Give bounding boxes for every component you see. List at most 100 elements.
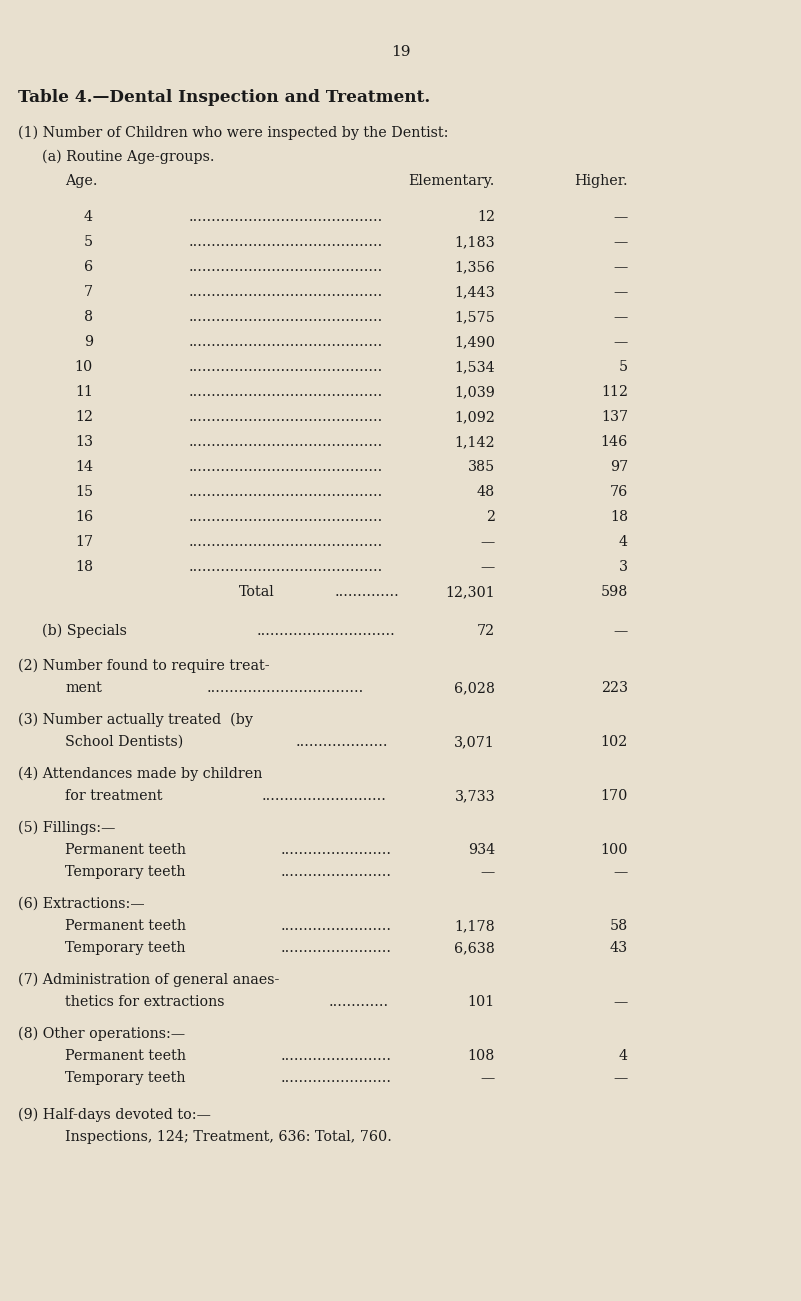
- Text: —: —: [481, 1071, 495, 1085]
- Text: 7: 7: [84, 285, 93, 299]
- Text: 1,534: 1,534: [454, 360, 495, 373]
- Text: 170: 170: [601, 788, 628, 803]
- Text: ..........................................: ........................................…: [188, 485, 383, 500]
- Text: 2: 2: [486, 510, 495, 524]
- Text: 6,638: 6,638: [454, 941, 495, 955]
- Text: 1,183: 1,183: [454, 235, 495, 248]
- Text: 10: 10: [74, 360, 93, 373]
- Text: Temporary teeth: Temporary teeth: [65, 1071, 186, 1085]
- Text: ..........................................: ........................................…: [188, 535, 383, 549]
- Text: (1) Number of Children who were inspected by the Dentist:: (1) Number of Children who were inspecte…: [18, 126, 449, 141]
- Text: 112: 112: [601, 385, 628, 399]
- Text: ........................: ........................: [281, 1071, 392, 1085]
- Text: —: —: [614, 209, 628, 224]
- Text: ..........................................: ........................................…: [188, 285, 383, 299]
- Text: 6: 6: [84, 260, 93, 275]
- Text: 8: 8: [84, 310, 93, 324]
- Text: 11: 11: [75, 385, 93, 399]
- Text: ........................: ........................: [281, 919, 392, 933]
- Text: ..............: ..............: [335, 585, 400, 598]
- Text: —: —: [614, 865, 628, 879]
- Text: ..........................................: ........................................…: [188, 310, 383, 324]
- Text: —: —: [481, 535, 495, 549]
- Text: ..............................: ..............................: [256, 624, 395, 637]
- Text: Elementary.: Elementary.: [409, 174, 495, 189]
- Text: 1,490: 1,490: [454, 334, 495, 349]
- Text: 146: 146: [601, 435, 628, 449]
- Text: 1,356: 1,356: [454, 260, 495, 275]
- Text: (b) Specials: (b) Specials: [42, 623, 127, 639]
- Text: 5: 5: [619, 360, 628, 373]
- Text: Table 4.—Dental Inspection and Treatment.: Table 4.—Dental Inspection and Treatment…: [18, 88, 430, 105]
- Text: 12: 12: [477, 209, 495, 224]
- Text: Permanent teeth: Permanent teeth: [65, 919, 186, 933]
- Text: 1,092: 1,092: [454, 410, 495, 424]
- Text: ..........................................: ........................................…: [188, 410, 383, 424]
- Text: (2) Number found to require treat-: (2) Number found to require treat-: [18, 658, 270, 673]
- Text: 18: 18: [74, 559, 93, 574]
- Text: 3,733: 3,733: [454, 788, 495, 803]
- Text: Permanent teeth: Permanent teeth: [65, 1049, 186, 1063]
- Text: 3: 3: [619, 559, 628, 574]
- Text: ........................: ........................: [281, 1049, 392, 1063]
- Text: School Dentists): School Dentists): [65, 735, 183, 749]
- Text: 1,443: 1,443: [454, 285, 495, 299]
- Text: 1,178: 1,178: [454, 919, 495, 933]
- Text: ........................: ........................: [281, 865, 392, 879]
- Text: —: —: [614, 995, 628, 1010]
- Text: ..........................................: ........................................…: [188, 334, 383, 349]
- Text: (6) Extractions:—: (6) Extractions:—: [18, 896, 145, 911]
- Text: ........................: ........................: [281, 941, 392, 955]
- Text: for treatment: for treatment: [65, 788, 163, 803]
- Text: 72: 72: [477, 624, 495, 637]
- Text: Higher.: Higher.: [574, 174, 628, 189]
- Text: .............: .............: [329, 995, 389, 1010]
- Text: Temporary teeth: Temporary teeth: [65, 941, 186, 955]
- Text: Total: Total: [239, 585, 275, 598]
- Text: —: —: [614, 624, 628, 637]
- Text: ..........................................: ........................................…: [188, 235, 383, 248]
- Text: ..........................................: ........................................…: [188, 209, 383, 224]
- Text: ..................................: ..................................: [207, 680, 364, 695]
- Text: 223: 223: [601, 680, 628, 695]
- Text: ..........................................: ........................................…: [188, 385, 383, 399]
- Text: (3) Number actually treated  (by: (3) Number actually treated (by: [18, 713, 253, 727]
- Text: 3,071: 3,071: [454, 735, 495, 749]
- Text: (8) Other operations:—: (8) Other operations:—: [18, 1026, 185, 1041]
- Text: 1,142: 1,142: [454, 435, 495, 449]
- Text: 102: 102: [601, 735, 628, 749]
- Text: 13: 13: [75, 435, 93, 449]
- Text: ..........................................: ........................................…: [188, 435, 383, 449]
- Text: ....................: ....................: [296, 735, 388, 749]
- Text: —: —: [614, 260, 628, 275]
- Text: 58: 58: [610, 919, 628, 933]
- Text: 15: 15: [74, 485, 93, 500]
- Text: —: —: [614, 235, 628, 248]
- Text: Age.: Age.: [65, 174, 98, 189]
- Text: 97: 97: [610, 461, 628, 474]
- Text: 43: 43: [610, 941, 628, 955]
- Text: 12: 12: [75, 410, 93, 424]
- Text: 48: 48: [477, 485, 495, 500]
- Text: ment: ment: [65, 680, 102, 695]
- Text: 12,301: 12,301: [445, 585, 495, 598]
- Text: —: —: [614, 285, 628, 299]
- Text: 17: 17: [74, 535, 93, 549]
- Text: 16: 16: [74, 510, 93, 524]
- Text: 14: 14: [74, 461, 93, 474]
- Text: 100: 100: [601, 843, 628, 857]
- Text: —: —: [481, 559, 495, 574]
- Text: 4: 4: [619, 1049, 628, 1063]
- Text: Temporary teeth: Temporary teeth: [65, 865, 186, 879]
- Text: (4) Attendances made by children: (4) Attendances made by children: [18, 766, 263, 781]
- Text: —: —: [614, 1071, 628, 1085]
- Text: 101: 101: [468, 995, 495, 1010]
- Text: ..........................................: ........................................…: [188, 360, 383, 373]
- Text: 1,039: 1,039: [454, 385, 495, 399]
- Text: 4: 4: [619, 535, 628, 549]
- Text: 18: 18: [610, 510, 628, 524]
- Text: (9) Half-days devoted to:—: (9) Half-days devoted to:—: [18, 1108, 211, 1123]
- Text: —: —: [614, 310, 628, 324]
- Text: 76: 76: [610, 485, 628, 500]
- Text: (7) Administration of general anaes-: (7) Administration of general anaes-: [18, 973, 280, 987]
